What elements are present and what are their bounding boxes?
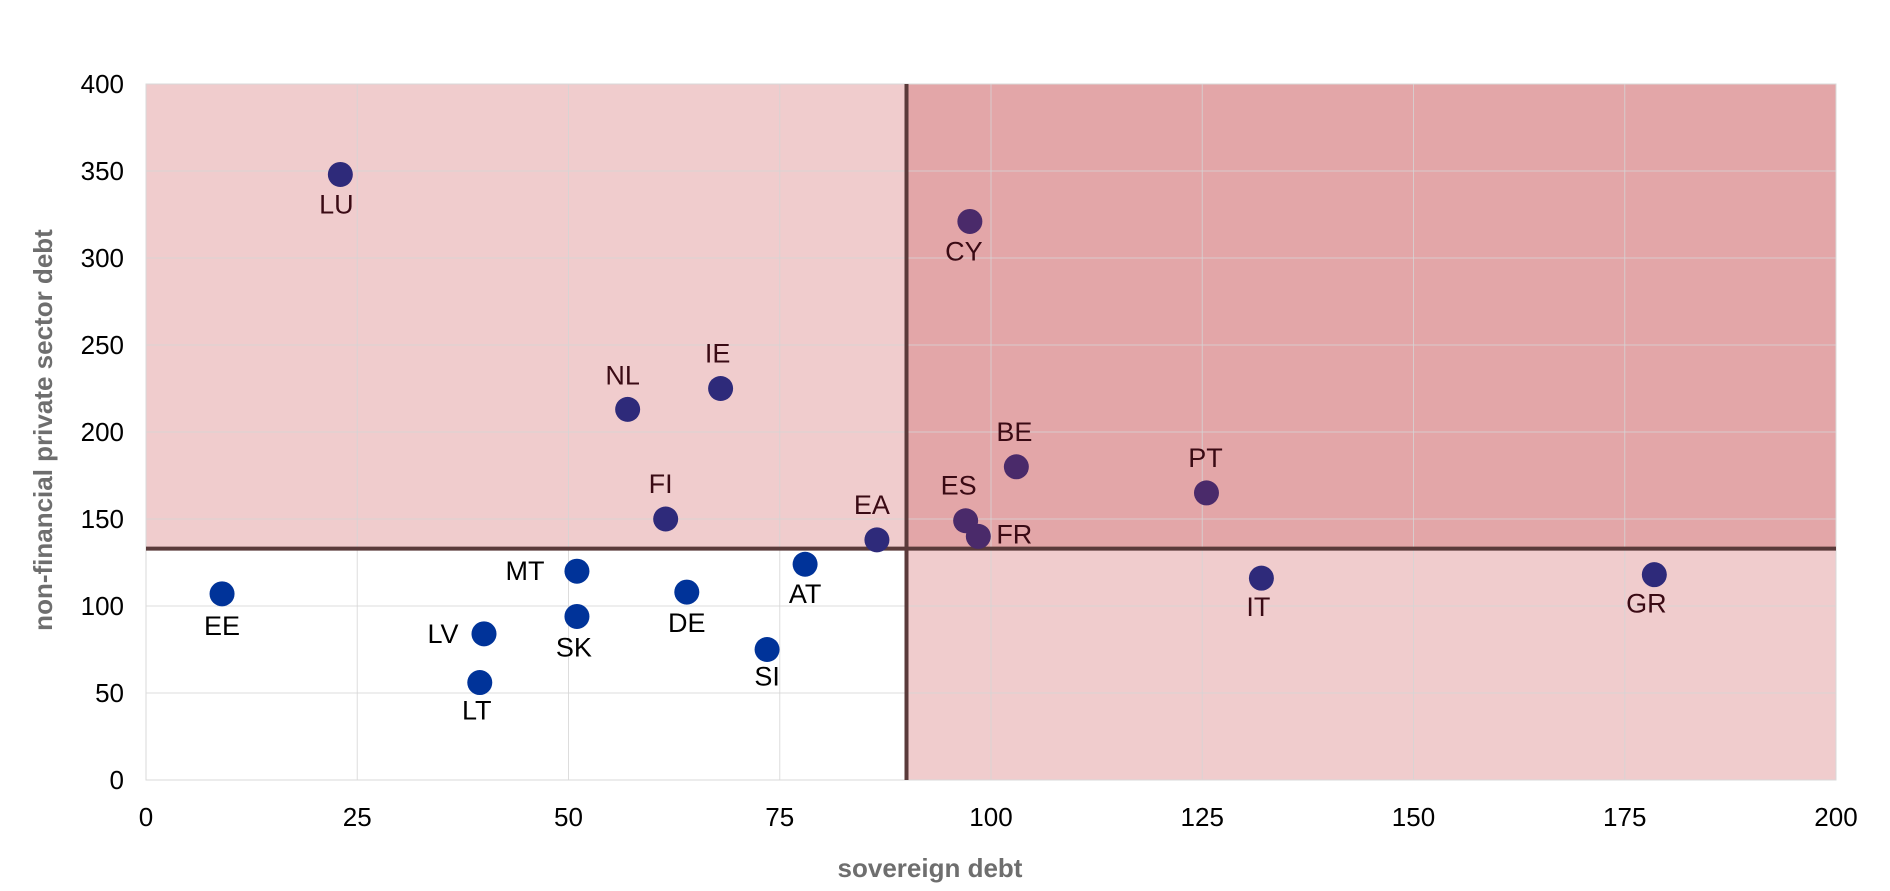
region-high-private-debt	[146, 84, 907, 549]
label-be: BE	[996, 417, 1032, 447]
point-lv	[471, 621, 497, 647]
gridlines	[145, 83, 1837, 781]
y-axis-ticks: 0 50 100 150 200 250 300 350 400	[81, 69, 124, 795]
y-tick-label: 200	[81, 417, 124, 447]
x-tick-label: 175	[1603, 802, 1646, 832]
label-lv: LV	[427, 619, 458, 649]
y-tick-label: 0	[110, 765, 124, 795]
label-gr: GR	[1626, 589, 1667, 619]
label-mt: MT	[505, 556, 544, 586]
x-tick-label: 100	[969, 802, 1012, 832]
region-both-high	[906, 84, 1836, 549]
point-fi	[653, 506, 679, 532]
x-tick-label: 200	[1814, 802, 1857, 832]
y-tick-label: 350	[81, 156, 124, 186]
label-pt: PT	[1188, 443, 1223, 473]
plot-border	[145, 83, 1837, 781]
point-ea	[864, 527, 890, 553]
point-at	[792, 551, 818, 577]
point-si	[754, 637, 780, 662]
y-tick-label: 100	[81, 591, 124, 621]
point-lu	[327, 161, 353, 187]
x-tick-label: 150	[1392, 802, 1435, 832]
label-nl: NL	[605, 360, 640, 390]
point-gr	[1641, 562, 1667, 588]
label-si: SI	[754, 662, 780, 692]
label-lt: LT	[462, 696, 492, 726]
label-lu: LU	[319, 189, 354, 219]
label-ee: EE	[204, 611, 240, 641]
point-it	[1248, 565, 1274, 591]
x-tick-label: 75	[765, 802, 794, 832]
label-it: IT	[1246, 592, 1270, 622]
x-tick-label: 25	[343, 802, 372, 832]
point-cy	[957, 208, 983, 234]
x-tick-label: 125	[1181, 802, 1224, 832]
point-be	[1003, 454, 1029, 480]
y-tick-label: 50	[95, 678, 124, 708]
y-tick-label: 150	[81, 504, 124, 534]
threshold-lines	[146, 84, 1836, 780]
y-tick-label: 250	[81, 330, 124, 360]
point-nl	[615, 396, 641, 422]
label-sk: SK	[556, 632, 592, 662]
data-labels: LU CY IE NL BE PT FI ES FR EA AT MT GR IT DE EE SK LV SI LT	[204, 189, 1667, 725]
label-at: AT	[789, 579, 822, 609]
label-de: DE	[668, 608, 706, 638]
y-tick-label: 400	[81, 69, 124, 99]
point-sk	[564, 603, 590, 629]
point-ie	[708, 376, 734, 401]
point-fr	[965, 523, 991, 549]
label-es: ES	[941, 471, 977, 501]
x-axis-title: sovereign debt	[838, 853, 1023, 883]
point-ee	[209, 581, 235, 607]
x-tick-label: 50	[554, 802, 583, 832]
label-fr: FR	[996, 519, 1032, 549]
point-pt	[1193, 480, 1219, 506]
label-cy: CY	[945, 236, 983, 266]
label-fi: FI	[649, 469, 673, 499]
region-high-sovereign-debt	[906, 548, 1836, 780]
y-tick-label: 300	[81, 243, 124, 273]
point-lt	[467, 670, 493, 696]
y-axis-title: non-financial private sector debt	[28, 229, 58, 631]
x-tick-label: 0	[139, 802, 153, 832]
data-points	[209, 161, 1667, 696]
label-ie: IE	[705, 339, 731, 369]
point-de	[674, 579, 700, 605]
label-ea: EA	[854, 490, 890, 520]
point-mt	[564, 558, 590, 584]
x-axis-ticks: 0 25 50 75 100 125 150 175 200	[139, 802, 1858, 832]
